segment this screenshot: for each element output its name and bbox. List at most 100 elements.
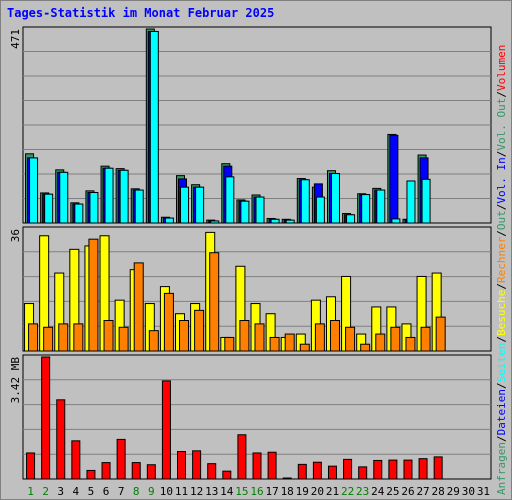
bar-volumen-day-14 <box>222 470 232 480</box>
bar-volumen-day-15 <box>237 434 247 480</box>
legend-dateien: Dateien <box>495 389 508 435</box>
x-tick-label: 5 <box>88 485 95 498</box>
x-tick-label: 15 <box>235 485 248 498</box>
bar-rechner-day-1 <box>28 323 39 352</box>
x-tick-label: 31 <box>477 485 490 498</box>
x-tick-label: 3 <box>57 485 64 498</box>
legend-vol-out: Vol. Out <box>495 98 508 151</box>
x-tick-label: 19 <box>296 485 309 498</box>
bar-rechner-day-25 <box>390 326 401 352</box>
legend-rechner: Rechner <box>495 236 508 283</box>
bar-rechner-day-6 <box>103 320 114 352</box>
x-tick-label: 28 <box>432 485 445 498</box>
bar-volumen-day-23 <box>358 466 368 480</box>
max-label-2: 36 <box>9 229 22 242</box>
bar-rechner-day-3 <box>58 323 69 352</box>
x-tick-label: 2 <box>42 485 49 498</box>
bar-rechner-day-12 <box>194 309 205 352</box>
legend-separator: / <box>495 151 508 158</box>
bar-seiten-day-26 <box>406 180 416 224</box>
x-tick-label: 20 <box>311 485 324 498</box>
bar-volumen-day-6 <box>101 462 111 480</box>
bar-volumen-day-21 <box>327 465 337 480</box>
bar-volumen-day-19 <box>297 463 307 480</box>
legend-besuche: Besuche <box>495 290 508 336</box>
bar-seiten-day-4 <box>74 203 84 224</box>
bar-rechner-day-5 <box>88 238 99 352</box>
bar-seiten-day-1 <box>29 157 39 224</box>
bar-volumen-day-5 <box>86 469 96 480</box>
legend-right: Anfragen/Dateien/Seiten/Besuche/Rechner/… <box>495 45 508 495</box>
legend-vol-in: Vol. In <box>495 157 508 203</box>
bar-volumen-day-11 <box>177 451 187 480</box>
bar-seiten-day-2 <box>44 193 54 224</box>
x-tick-label: 26 <box>401 485 414 498</box>
legend-separator: / <box>495 204 508 211</box>
bar-volumen-day-1 <box>26 452 36 480</box>
bar-seiten-day-5 <box>89 192 99 224</box>
bar-rechner-day-28 <box>435 316 446 352</box>
bar-seiten-day-17 <box>270 218 280 224</box>
bar-volumen-day-8 <box>131 462 141 480</box>
bar-volumen-day-18 <box>282 477 292 480</box>
x-tick-label: 13 <box>205 485 218 498</box>
legend-separator: / <box>495 336 508 343</box>
bar-volumen-day-12 <box>192 450 202 480</box>
bar-seiten-day-11 <box>180 186 190 224</box>
bar-rechner-day-15 <box>239 320 250 352</box>
bar-volumen-day-25 <box>388 459 398 480</box>
x-tick-label: 17 <box>265 485 278 498</box>
bar-seiten-day-22 <box>346 214 356 224</box>
bar-seiten-day-16 <box>255 196 265 224</box>
bar-rechner-day-27 <box>420 326 431 352</box>
bar-volumen-day-17 <box>267 451 277 480</box>
bar-rechner-day-10 <box>163 292 174 352</box>
bar-rechner-day-2 <box>43 326 54 352</box>
legend-separator: / <box>495 382 508 389</box>
bar-volumen-day-13 <box>207 463 217 480</box>
bar-seiten-day-10 <box>164 217 174 224</box>
x-tick-label: 1 <box>27 485 34 498</box>
bar-rechner-day-17 <box>269 336 280 352</box>
x-tick-label: 11 <box>175 485 188 498</box>
bar-volumen-day-24 <box>373 459 383 480</box>
legend-volumen: Volumen <box>495 45 508 91</box>
bar-rechner-day-13 <box>209 252 220 352</box>
x-tick-label: 25 <box>386 485 399 498</box>
bar-rechner-day-4 <box>73 323 84 352</box>
legend-seiten: Seiten <box>495 343 508 383</box>
bar-seiten-day-9 <box>149 30 159 224</box>
x-tick-label: 21 <box>326 485 339 498</box>
bar-seiten-day-7 <box>119 169 129 224</box>
chart-title: Tages-Statistik im Monat Februar 2025 <box>7 6 275 20</box>
bar-rechner-day-18 <box>284 333 295 352</box>
x-tick-label: 12 <box>190 485 203 498</box>
x-tick-label: 7 <box>118 485 125 498</box>
bar-rechner-day-23 <box>360 343 371 352</box>
legend-separator: / <box>495 283 508 290</box>
bar-rechner-day-26 <box>405 336 416 352</box>
bar-seiten-day-14 <box>225 176 235 224</box>
bar-volumen-day-9 <box>146 464 156 480</box>
bar-seiten-day-27 <box>421 178 431 224</box>
bar-volumen-day-4 <box>71 440 81 480</box>
bar-seiten-day-13 <box>210 220 220 224</box>
x-tick-label: 10 <box>160 485 173 498</box>
x-tick-label: 22 <box>341 485 354 498</box>
bar-seiten-day-6 <box>104 167 114 224</box>
x-tick-label: 8 <box>133 485 140 498</box>
legend-separator: / <box>495 91 508 98</box>
bar-volumen-day-27 <box>418 458 428 480</box>
x-tick-label: 30 <box>462 485 475 498</box>
bar-rechner-day-9 <box>148 330 159 352</box>
bar-volumen-day-10 <box>161 380 171 480</box>
bar-seiten-day-18 <box>285 219 295 224</box>
bar-seiten-day-12 <box>195 186 205 224</box>
bar-rechner-day-11 <box>179 320 190 352</box>
bar-seiten-day-8 <box>134 189 144 224</box>
x-tick-label: 4 <box>73 485 80 498</box>
bar-rechner-day-24 <box>375 333 386 352</box>
bar-seiten-day-25 <box>391 218 401 224</box>
x-tick-label: 27 <box>416 485 429 498</box>
legend-out: Out <box>495 210 508 230</box>
